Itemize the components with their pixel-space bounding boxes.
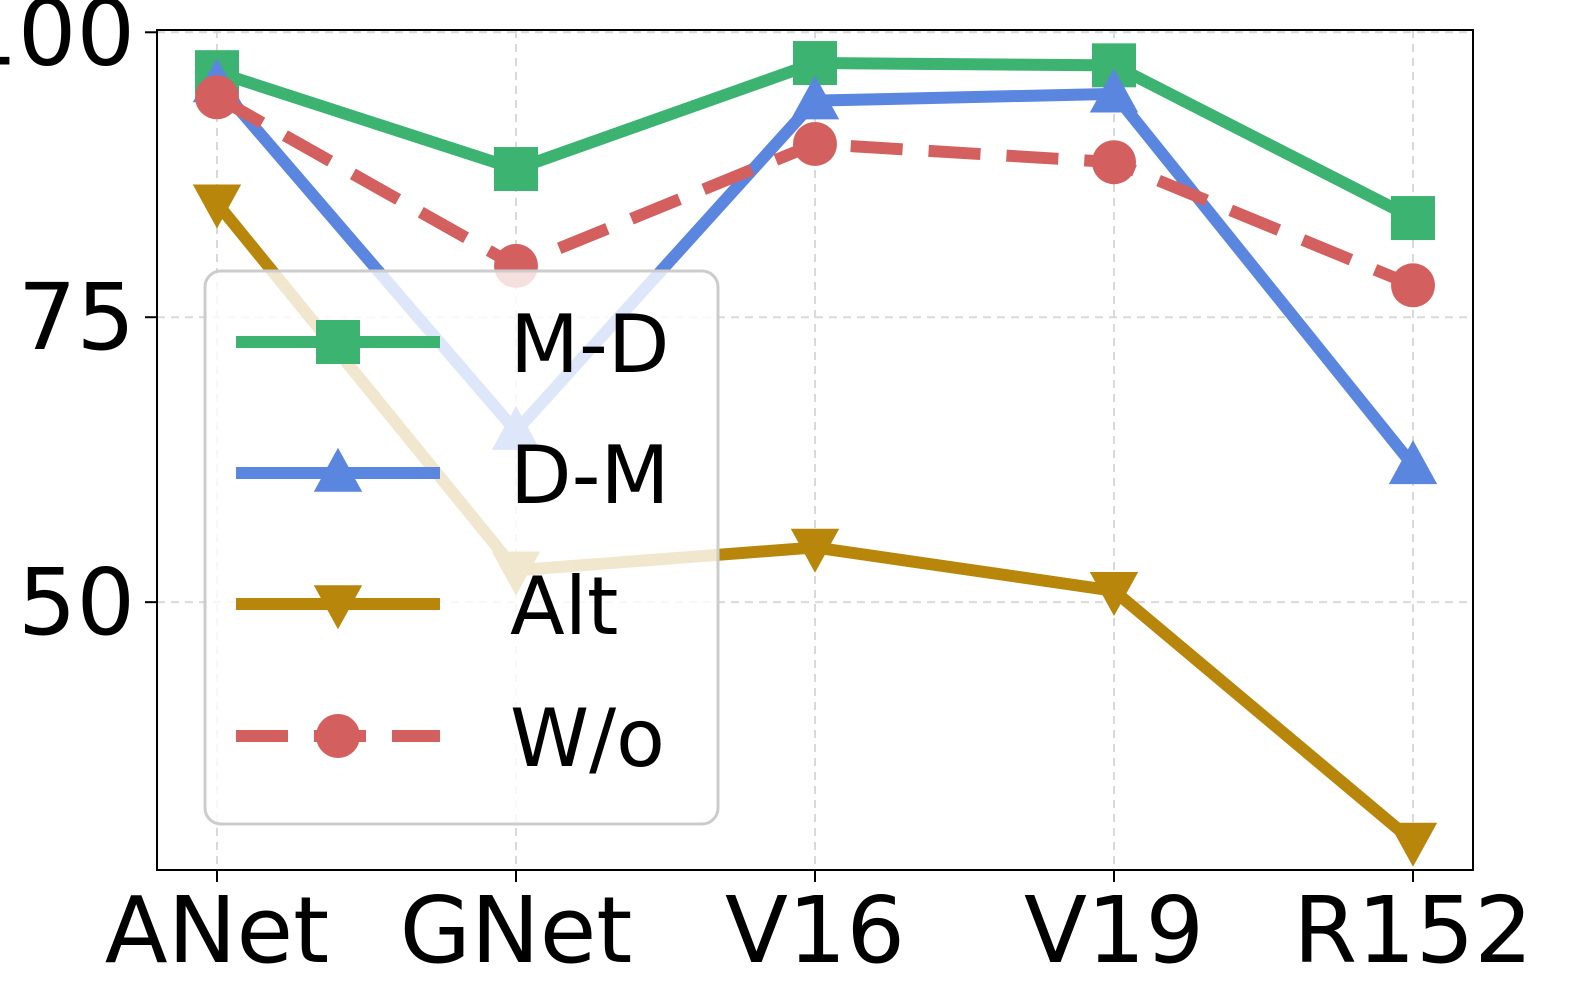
legend-marker bbox=[313, 585, 363, 630]
x-tick-label: ANet bbox=[105, 877, 329, 984]
data-point bbox=[1092, 140, 1136, 185]
legend: M-D D-M Alt W/o bbox=[203, 269, 720, 826]
x-tick-label: V16 bbox=[725, 877, 905, 984]
legend-marker bbox=[316, 320, 360, 364]
x-tick-label: R152 bbox=[1293, 877, 1533, 984]
legend-item: Alt bbox=[236, 560, 618, 653]
series-m-d bbox=[195, 41, 1435, 241]
legend-item: W/o bbox=[236, 692, 665, 785]
data-point bbox=[1391, 263, 1435, 308]
data-point bbox=[494, 147, 538, 192]
legend-label: Alt bbox=[510, 560, 618, 653]
data-point bbox=[1089, 68, 1139, 113]
data-point bbox=[1391, 196, 1435, 241]
legend-item: M-D bbox=[236, 298, 670, 391]
legend-label: W/o bbox=[510, 692, 665, 785]
y-tick-label: 100 bbox=[0, 0, 135, 86]
series-w-o bbox=[195, 75, 1435, 308]
data-point bbox=[192, 184, 242, 229]
y-tick-label: 75 bbox=[18, 264, 135, 371]
data-point bbox=[195, 75, 239, 120]
data-point bbox=[790, 75, 840, 120]
data-point bbox=[793, 121, 837, 166]
legend-marker bbox=[316, 714, 360, 758]
legend-marker bbox=[313, 447, 363, 492]
axis-layer: ANet GNet V16 V19 R152 50 75 100 bbox=[0, 0, 1533, 984]
legend-label: D-M bbox=[510, 429, 670, 522]
data-point bbox=[1089, 572, 1139, 617]
x-tick-label: GNet bbox=[400, 877, 633, 984]
legend-item: D-M bbox=[236, 429, 670, 522]
data-point bbox=[1388, 440, 1438, 485]
x-tick-label: V19 bbox=[1024, 877, 1204, 984]
legend-box bbox=[203, 269, 720, 826]
data-point bbox=[790, 528, 840, 573]
data-point bbox=[1388, 822, 1438, 867]
y-tick-label: 50 bbox=[18, 549, 135, 656]
legend-label: M-D bbox=[510, 298, 670, 391]
